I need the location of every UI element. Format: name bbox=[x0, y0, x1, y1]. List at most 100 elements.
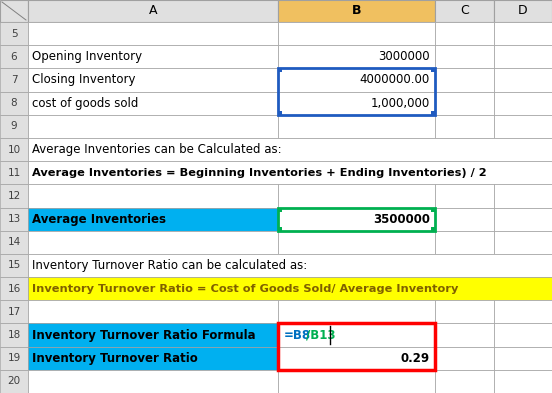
Bar bbox=[494, 115, 552, 138]
Text: 14: 14 bbox=[7, 237, 20, 247]
Bar bbox=[28, 138, 552, 161]
Bar bbox=[28, 22, 278, 45]
Text: C: C bbox=[460, 4, 469, 18]
Text: Inventory Turnover Ratio = Cost of Goods Sold/ Average Inventory: Inventory Turnover Ratio = Cost of Goods… bbox=[32, 284, 458, 294]
Bar bbox=[0, 208, 28, 231]
Bar bbox=[28, 68, 278, 92]
Text: 3000000: 3000000 bbox=[378, 50, 430, 63]
Bar bbox=[0, 370, 28, 393]
Bar bbox=[431, 111, 435, 115]
Bar bbox=[28, 300, 278, 323]
Bar bbox=[435, 300, 494, 323]
Text: 20: 20 bbox=[7, 376, 20, 386]
Bar bbox=[278, 68, 282, 72]
Bar bbox=[494, 0, 552, 22]
Bar bbox=[494, 92, 552, 115]
Bar bbox=[0, 347, 28, 370]
Text: Average Inventories: Average Inventories bbox=[32, 213, 166, 226]
Text: 12: 12 bbox=[7, 191, 20, 201]
Bar bbox=[494, 231, 552, 254]
Bar bbox=[0, 323, 28, 347]
Bar bbox=[494, 300, 552, 323]
Text: D: D bbox=[518, 4, 528, 18]
Bar bbox=[28, 45, 278, 68]
Bar bbox=[28, 347, 278, 370]
Bar bbox=[435, 22, 494, 45]
Bar bbox=[431, 227, 435, 231]
Bar bbox=[278, 115, 435, 138]
Bar bbox=[28, 208, 278, 231]
Bar bbox=[278, 300, 435, 323]
Bar bbox=[494, 45, 552, 68]
Bar bbox=[494, 184, 552, 208]
Text: 0.29: 0.29 bbox=[401, 352, 430, 365]
Text: 11: 11 bbox=[7, 168, 20, 178]
Bar bbox=[28, 254, 552, 277]
Text: 1,000,000: 1,000,000 bbox=[371, 97, 430, 110]
Text: B: B bbox=[352, 4, 361, 18]
Text: 10: 10 bbox=[7, 145, 20, 154]
Bar bbox=[278, 92, 435, 115]
Bar bbox=[494, 347, 552, 370]
Bar bbox=[28, 0, 278, 22]
Bar bbox=[278, 45, 435, 68]
Text: 5: 5 bbox=[10, 29, 17, 39]
Bar bbox=[0, 22, 28, 45]
Text: 8: 8 bbox=[10, 98, 17, 108]
Bar bbox=[28, 161, 552, 184]
Text: 15: 15 bbox=[7, 261, 20, 270]
Text: cost of goods sold: cost of goods sold bbox=[32, 97, 139, 110]
Text: 19: 19 bbox=[7, 353, 20, 363]
Bar bbox=[278, 347, 435, 370]
Bar bbox=[0, 300, 28, 323]
Bar bbox=[28, 323, 278, 347]
Bar bbox=[28, 277, 552, 300]
Bar bbox=[278, 22, 435, 45]
Bar bbox=[28, 92, 278, 115]
Bar bbox=[494, 68, 552, 92]
Text: /B13: /B13 bbox=[306, 329, 336, 342]
Bar bbox=[278, 370, 435, 393]
Text: 17: 17 bbox=[7, 307, 20, 317]
Bar bbox=[0, 138, 28, 161]
Text: Opening Inventory: Opening Inventory bbox=[32, 50, 142, 63]
Bar bbox=[435, 92, 494, 115]
Bar bbox=[435, 231, 494, 254]
Text: Closing Inventory: Closing Inventory bbox=[32, 73, 135, 86]
Bar bbox=[278, 208, 435, 231]
Text: 7: 7 bbox=[10, 75, 17, 85]
Bar bbox=[278, 111, 282, 115]
Bar bbox=[0, 184, 28, 208]
Bar bbox=[278, 0, 435, 22]
Text: Inventory Turnover Ratio Formula: Inventory Turnover Ratio Formula bbox=[32, 329, 256, 342]
Bar bbox=[435, 0, 494, 22]
Bar bbox=[0, 231, 28, 254]
Bar bbox=[28, 184, 278, 208]
Bar bbox=[0, 277, 28, 300]
Bar bbox=[494, 208, 552, 231]
Bar bbox=[0, 161, 28, 184]
Bar bbox=[431, 208, 435, 211]
Bar bbox=[435, 347, 494, 370]
Bar bbox=[435, 370, 494, 393]
Text: =B8: =B8 bbox=[284, 329, 311, 342]
Text: Inventory Turnover Ratio: Inventory Turnover Ratio bbox=[32, 352, 198, 365]
Text: 16: 16 bbox=[7, 284, 20, 294]
Bar bbox=[494, 22, 552, 45]
Bar bbox=[278, 323, 435, 347]
Bar bbox=[435, 208, 494, 231]
Text: Average Inventories can be Calculated as:: Average Inventories can be Calculated as… bbox=[32, 143, 282, 156]
Bar bbox=[435, 115, 494, 138]
Bar bbox=[431, 68, 435, 72]
Bar bbox=[0, 92, 28, 115]
Text: 3500000: 3500000 bbox=[373, 213, 430, 226]
Bar bbox=[278, 184, 435, 208]
Text: 9: 9 bbox=[10, 121, 17, 131]
Bar bbox=[0, 0, 28, 22]
Bar bbox=[28, 115, 278, 138]
Bar bbox=[278, 231, 435, 254]
Bar bbox=[435, 184, 494, 208]
Text: 18: 18 bbox=[7, 330, 20, 340]
Bar bbox=[28, 231, 278, 254]
Bar bbox=[0, 45, 28, 68]
